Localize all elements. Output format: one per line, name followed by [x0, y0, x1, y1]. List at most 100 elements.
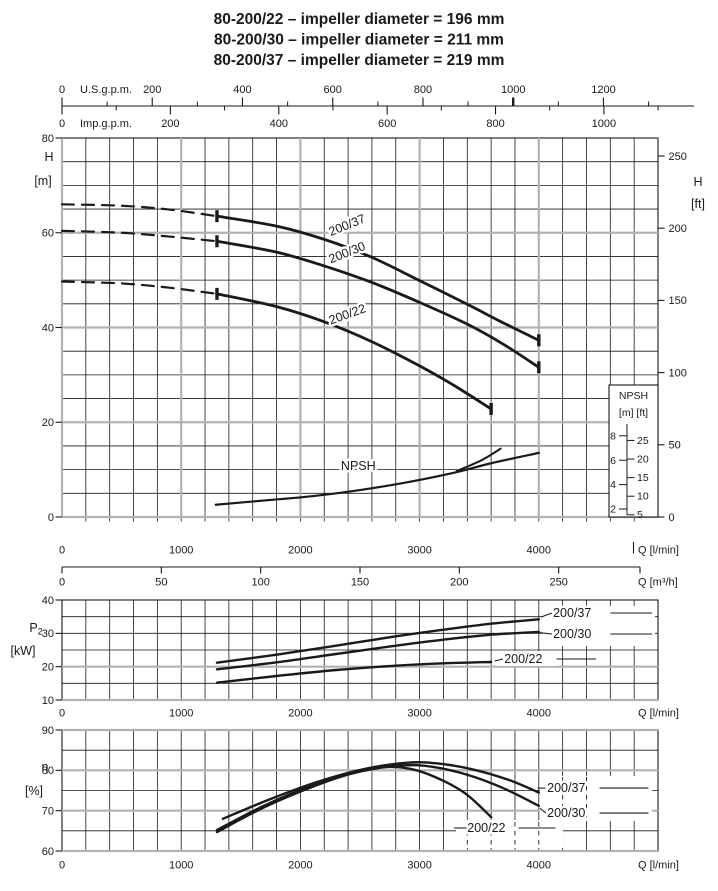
- curve-label-200-37: 200/37: [327, 212, 368, 239]
- npsh-m-tick-label: 6: [610, 455, 616, 467]
- x-tick-label: 1000: [169, 545, 193, 557]
- curve-200-22: [215, 660, 493, 684]
- y-tick-label: 40: [42, 595, 54, 607]
- npsh-inset-units: [m] [ft]: [619, 407, 648, 419]
- m3h-tick-label: 200: [450, 577, 468, 589]
- curve-label-leader: [539, 807, 547, 814]
- curve-200-37: [221, 761, 540, 820]
- m3h-axis-unit-label: Q [m³/h]: [638, 577, 678, 589]
- x-tick-label: 3000: [407, 860, 431, 872]
- m3h-tick-label: 0: [59, 577, 65, 589]
- curve-label-200-22: 200/22: [467, 821, 505, 835]
- curve-200-30: [215, 239, 541, 369]
- y-tick-label: 90: [42, 725, 54, 737]
- curve-label-200-22: 200/22: [504, 652, 542, 666]
- y-tick-label: 60: [42, 846, 54, 858]
- x-tick-label: 2000: [288, 860, 312, 872]
- y-tick-label: 80: [42, 133, 54, 145]
- y-tick-label: 60: [42, 228, 54, 240]
- x-tick-label: 2000: [288, 545, 312, 557]
- gpm-tick-label: 1000: [592, 118, 616, 130]
- ft-tick-label: 100: [669, 367, 687, 379]
- m3h-tick-label: 50: [155, 577, 167, 589]
- y-tick-label: 40: [42, 322, 54, 334]
- ft-tick-label: 200: [669, 223, 687, 235]
- gpm-tick-label: 200: [143, 84, 161, 96]
- m3h-tick-label: 100: [251, 577, 269, 589]
- y-tick-label: 0: [48, 512, 54, 524]
- curve-200-30: [215, 630, 540, 671]
- npsh-ft-tick-label: 25: [637, 435, 649, 447]
- x-tick-label: 2000: [288, 708, 312, 720]
- ft-tick-label: 50: [669, 440, 681, 452]
- x-tick-label: 4000: [527, 545, 551, 557]
- npsh-inset-title: NPSH: [619, 390, 648, 402]
- gpm-tick-label: 800: [486, 118, 504, 130]
- curve-label-leader: [539, 632, 552, 635]
- x-tick-label: 4000: [527, 708, 551, 720]
- y-tick-label: 80: [42, 765, 54, 777]
- gpm-tick-label: 1200: [591, 84, 615, 96]
- curve-npsh: [214, 451, 540, 506]
- y-axis-label: [kW]: [11, 644, 36, 658]
- ft-tick-label: 0: [669, 512, 675, 524]
- y-tick-label: 30: [42, 628, 54, 640]
- x-axis-unit-label: Q [l/min]: [638, 545, 679, 557]
- x-tick-label: 0: [59, 708, 65, 720]
- curve-200-22-dashed: [60, 280, 219, 295]
- y-tick-label: 20: [42, 661, 54, 673]
- m3h-tick-label: 150: [351, 577, 369, 589]
- npsh-inset-box: [608, 384, 659, 518]
- ft-tick-label: 150: [669, 295, 687, 307]
- x-tick-label: 1000: [169, 860, 193, 872]
- title-line-2: 80-200/30 – impeller diameter = 211 mm: [214, 32, 504, 49]
- gpm-tick-label: 0: [59, 84, 65, 96]
- gpm-tick-label: 1000: [501, 84, 525, 96]
- title-line-3: 80-200/37 – impeller diameter = 219 mm: [214, 52, 505, 69]
- x-tick-label: 4000: [527, 860, 551, 872]
- x-tick-label: 3000: [407, 708, 431, 720]
- label-mask: [497, 651, 557, 666]
- m3h-tick-label: 250: [549, 577, 567, 589]
- curve-label-200-37: 200/37: [547, 781, 585, 795]
- npsh-m-tick-label: 8: [610, 430, 616, 442]
- gpm-tick-label: 600: [324, 84, 342, 96]
- imp-gpm-axis-label: Imp.g.p.m.: [80, 118, 132, 130]
- y-tick-label: 70: [42, 805, 54, 817]
- curve-200-22: [215, 765, 493, 834]
- curve-200-37: [215, 214, 541, 342]
- curve-label-200-30: 200/30: [547, 806, 585, 820]
- y-tick-label: 10: [42, 695, 54, 707]
- title-line-1: 80-200/22 – impeller diameter = 196 mm: [214, 11, 505, 28]
- npsh-m-tick-label: 2: [610, 504, 616, 516]
- npsh-m-tick-label: 4: [610, 479, 616, 491]
- y-axis-label: [%]: [25, 784, 43, 798]
- x-axis-unit-label: Q [l/min]: [638, 708, 679, 720]
- gpm-tick-label: 200: [161, 118, 179, 130]
- efficiency-flow-chart: 60 70 80 90 η [%] 0 1000 2000 3000 4000 Q [l/min] 20…: [25, 725, 679, 872]
- npsh-ft-tick-label: 5: [637, 509, 643, 521]
- y-axis-label: η: [42, 760, 49, 774]
- us-gpm-axis-label: U.S.g.p.m.: [80, 84, 132, 96]
- curve-label-200-22: 200/22: [327, 301, 368, 327]
- curve-label-leader: [540, 612, 553, 618]
- x-tick-label: 0: [59, 860, 65, 872]
- gpm-tick-label: 400: [270, 118, 288, 130]
- curve-label-200-37: 200/37: [553, 606, 591, 620]
- npsh-ft-tick-label: 15: [637, 472, 649, 484]
- curve-npsh-branch: [455, 447, 502, 473]
- npsh-ft-tick-label: 10: [637, 491, 649, 503]
- gpm-tick-label: 600: [378, 118, 396, 130]
- gpm-tick-label: 400: [233, 84, 251, 96]
- title-block: 80-200/22 – impeller diameter = 196 mm 8…: [214, 11, 505, 69]
- gpm-tick-label: 800: [414, 84, 432, 96]
- curve-200-37: [215, 618, 540, 664]
- npsh-ft-tick-label: 20: [637, 453, 649, 465]
- right-axis-unit: [ft]: [691, 197, 705, 211]
- x-tick-label: 0: [59, 545, 65, 557]
- npsh-curve-label: NPSH: [341, 459, 376, 473]
- y-axis-label: P2: [29, 621, 42, 637]
